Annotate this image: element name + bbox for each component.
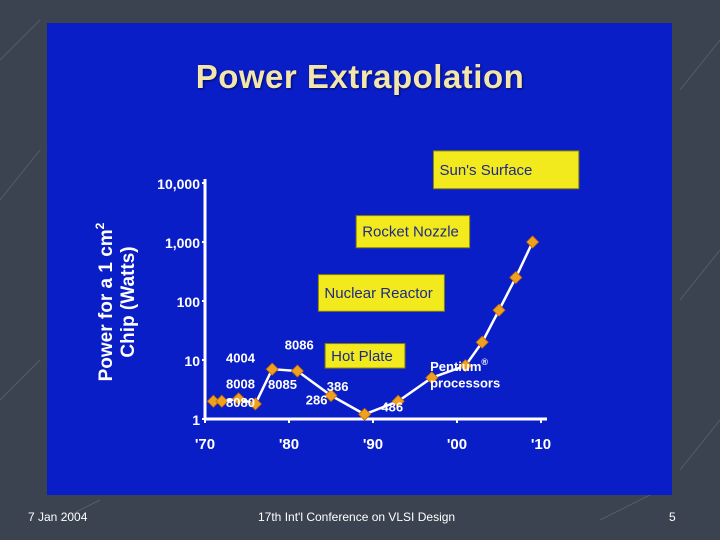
- x-tick-label: '10: [531, 436, 551, 453]
- axis-ticks: 1 10 100 1,000 10,000 '70 '80 '90 '00 '10: [157, 176, 551, 453]
- point-label: 386: [327, 379, 349, 394]
- x-tick-label: '90: [363, 436, 383, 453]
- y-tick-label: 1,000: [165, 235, 200, 251]
- y-tick-label: 10,000: [157, 176, 200, 192]
- annotation-box-1: Nuclear Reactor: [317, 274, 445, 312]
- data-point: [248, 397, 262, 411]
- data-point: [509, 270, 523, 285]
- x-tick-label: '70: [195, 436, 215, 453]
- point-label: 486: [381, 399, 403, 414]
- data-point: [265, 362, 279, 376]
- y-tick-label: 10: [184, 353, 200, 369]
- data-point: [358, 407, 372, 421]
- y-axis-label: Power for a 1 cm2Chip (Watts): [93, 222, 139, 381]
- point-label: Pentium®: [430, 357, 488, 374]
- footer-conference: 17th Int'l Conference on VLSI Design: [258, 510, 456, 524]
- data-point: [458, 359, 472, 373]
- data-point: [215, 394, 229, 408]
- point-label: 8080: [226, 395, 255, 410]
- data-series: [206, 235, 540, 421]
- data-point: [425, 371, 439, 385]
- data-point: [391, 394, 405, 408]
- annotation-box-0: Hot Plate: [324, 343, 406, 369]
- footer-date: 7 Jan 2004: [28, 510, 88, 524]
- data-point: [232, 392, 246, 406]
- y-tick-label: 100: [177, 294, 201, 310]
- data-point: [492, 303, 506, 317]
- point-label: 8086: [285, 338, 314, 353]
- data-point: [324, 388, 338, 403]
- slide-title: Power Extrapolation: [195, 58, 525, 95]
- annotation-box-3: Sun's Surface: [432, 150, 580, 190]
- data-point: [475, 335, 489, 349]
- annotation-label: Hot Plate: [331, 348, 393, 365]
- point-label: processors: [430, 376, 500, 391]
- y-axis-title: Power for a 1 cm2Chip (Watts): [93, 222, 139, 381]
- y-tick-label: 1: [192, 412, 200, 428]
- x-tick-label: '80: [279, 436, 299, 453]
- annotation-label: Nuclear Reactor: [324, 285, 432, 302]
- x-tick-label: '00: [447, 436, 467, 453]
- annotation-boxes: Hot Plate Nuclear Reactor Rocket Nozzle Sun…: [317, 150, 580, 369]
- point-label: 4004: [226, 351, 256, 366]
- annotation-box-2: Rocket Nozzle: [355, 215, 471, 249]
- point-label: 286: [306, 393, 328, 408]
- annotation-label: Sun's Surface: [439, 162, 532, 179]
- slide-content-area: [47, 23, 672, 495]
- annotation-label: Rocket Nozzle: [362, 224, 459, 241]
- point-label: 8008: [226, 376, 255, 391]
- data-point: [290, 364, 304, 378]
- data-point: [526, 235, 540, 249]
- point-label: 8085: [268, 377, 297, 392]
- footer-page-number: 5: [669, 510, 676, 524]
